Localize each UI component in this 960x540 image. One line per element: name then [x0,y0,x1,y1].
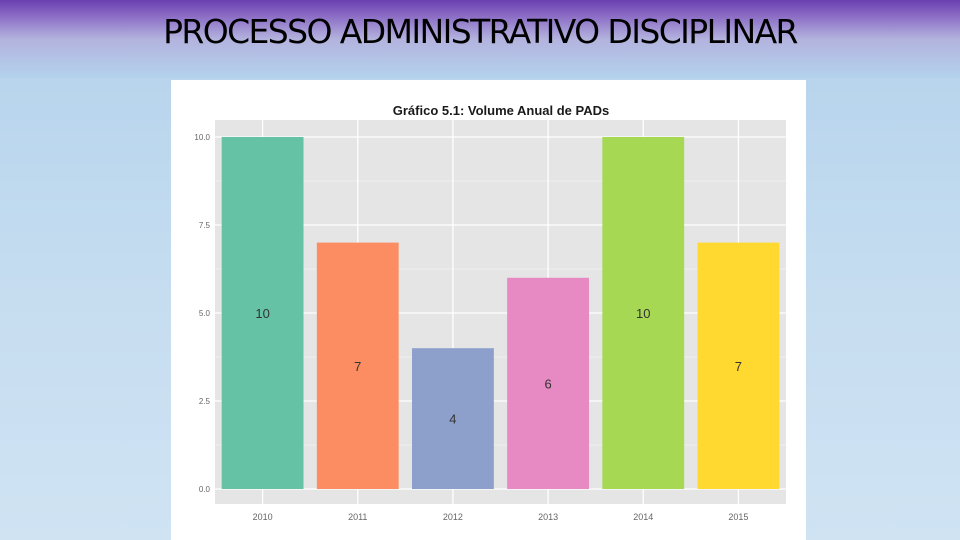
bar-label-2013: 6 [544,376,551,391]
x-tick-label-2013: 2013 [538,512,558,522]
slide-title: PROCESSO ADMINISTRATIVO DISCIPLINAR [163,12,798,51]
y-tick-label: 10.0 [194,133,210,142]
x-tick-label-2015: 2015 [728,512,748,522]
minor-gridlines [215,180,786,446]
bar-label-2010: 10 [255,306,269,321]
x-tick-label-2010: 2010 [253,512,273,522]
bar-label-2015: 7 [735,359,742,374]
x-tick-label-2014: 2014 [633,512,653,522]
bar-2011 [316,242,399,489]
bar-label-2011: 7 [354,359,361,374]
x-tick-label-2012: 2012 [443,512,463,522]
bar-2013 [507,277,590,489]
x-tick-label-2011: 2011 [348,512,367,522]
chart-card: Gráfico 5.1: Volume Anual de PADs 10 7 4 6 1… [171,80,806,540]
bar-chart: Gráfico 5.1: Volume Anual de PADs 107461… [194,103,786,522]
bar-label-2014: 10 [636,306,650,321]
plot-background [215,120,786,504]
bar-label-2012: 4 [449,412,456,427]
x-axis-ticks: 2010 2011 2012 2013 2014 2015 [253,512,749,522]
bar-2014 [602,137,685,489]
bar-2010 [221,137,304,489]
y-axis-ticks: 0.0 2.5 5.0 7.5 10.0 [194,133,210,494]
y-tick-label: 5.0 [199,309,211,318]
chart-title: Gráfico 5.1: Volume Anual de PADs [393,103,609,118]
bar-2015 [697,242,780,489]
bars [221,137,780,489]
bar-2012 [411,348,494,489]
y-tick-label: 0.0 [199,485,211,494]
y-tick-label: 7.5 [199,221,211,230]
title-band [0,0,960,78]
bar-value-labels: 10 7 4 6 10 7 [255,306,742,427]
y-tick-label: 2.5 [199,397,211,406]
